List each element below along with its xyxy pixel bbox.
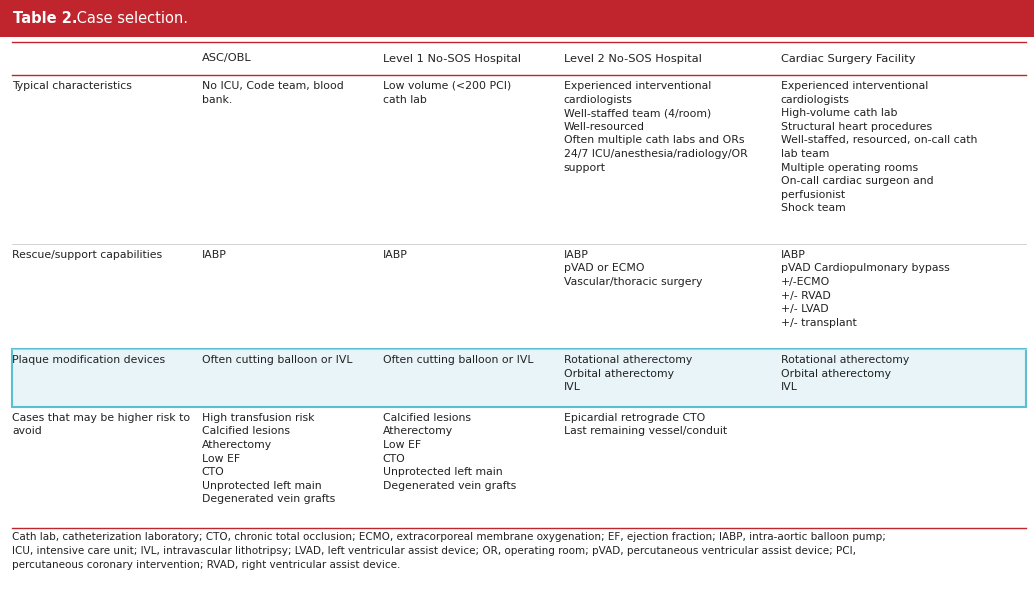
Text: Often cutting balloon or IVL: Often cutting balloon or IVL bbox=[202, 355, 353, 365]
Text: Epicardial retrograde CTO
Last remaining vessel/conduit: Epicardial retrograde CTO Last remaining… bbox=[564, 413, 727, 436]
Text: Cardiac Surgery Facility: Cardiac Surgery Facility bbox=[781, 53, 915, 63]
Text: Level 2 No-SOS Hospital: Level 2 No-SOS Hospital bbox=[564, 53, 701, 63]
Text: Experienced interventional
cardiologists
High-volume cath lab
Structural heart p: Experienced interventional cardiologists… bbox=[781, 81, 977, 213]
Text: Level 1 No-SOS Hospital: Level 1 No-SOS Hospital bbox=[383, 53, 520, 63]
Text: IABP
pVAD Cardiopulmonary bypass
+/-ECMO
+/- RVAD
+/- LVAD
+/- transplant: IABP pVAD Cardiopulmonary bypass +/-ECMO… bbox=[781, 250, 949, 328]
Text: IABP: IABP bbox=[383, 250, 407, 260]
Bar bbox=[0, 0, 1034, 37]
Text: IABP
pVAD or ECMO
Vascular/thoracic surgery: IABP pVAD or ECMO Vascular/thoracic surg… bbox=[564, 250, 702, 287]
Text: Typical characteristics: Typical characteristics bbox=[12, 81, 132, 91]
Text: Case selection.: Case selection. bbox=[72, 11, 188, 26]
Text: No ICU, Code team, blood
bank.: No ICU, Code team, blood bank. bbox=[202, 81, 343, 105]
Text: ASC/OBL: ASC/OBL bbox=[202, 53, 251, 63]
Text: Cath lab, catheterization laboratory; CTO, chronic total occlusion; ECMO, extrac: Cath lab, catheterization laboratory; CT… bbox=[12, 532, 886, 570]
Text: Rotational atherectomy
Orbital atherectomy
IVL: Rotational atherectomy Orbital atherecto… bbox=[564, 355, 692, 392]
Text: Calcified lesions
Atherectomy
Low EF
CTO
Unprotected left main
Degenerated vein : Calcified lesions Atherectomy Low EF CTO… bbox=[383, 413, 516, 491]
Text: Plaque modification devices: Plaque modification devices bbox=[12, 355, 165, 365]
Text: Experienced interventional
cardiologists
Well-staffed team (4/room)
Well-resourc: Experienced interventional cardiologists… bbox=[564, 81, 748, 173]
Text: Often cutting balloon or IVL: Often cutting balloon or IVL bbox=[383, 355, 534, 365]
Text: High transfusion risk
Calcified lesions
Atherectomy
Low EF
CTO
Unprotected left : High transfusion risk Calcified lesions … bbox=[202, 413, 335, 504]
Text: Cases that may be higher risk to
avoid: Cases that may be higher risk to avoid bbox=[12, 413, 190, 436]
Text: Table 2.: Table 2. bbox=[13, 11, 78, 26]
Bar bbox=[12, 349, 1026, 407]
Text: Low volume (<200 PCI)
cath lab: Low volume (<200 PCI) cath lab bbox=[383, 81, 511, 105]
Text: Rotational atherectomy
Orbital atherectomy
IVL: Rotational atherectomy Orbital atherecto… bbox=[781, 355, 909, 392]
Text: Rescue/support capabilities: Rescue/support capabilities bbox=[12, 250, 162, 260]
Text: IABP: IABP bbox=[202, 250, 226, 260]
